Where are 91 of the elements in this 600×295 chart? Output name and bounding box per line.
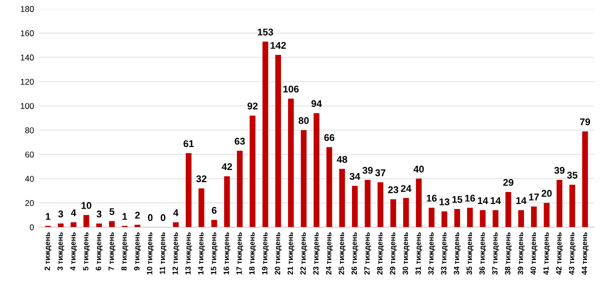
data-label: 5	[109, 208, 114, 215]
bar	[442, 211, 448, 228]
bar	[467, 208, 473, 228]
data-label: 32	[196, 175, 206, 182]
data-label: 34	[350, 172, 360, 180]
bar	[390, 199, 396, 228]
y-tick-label: 20	[25, 200, 34, 206]
data-label: 37	[375, 169, 386, 176]
y-tick-label: 160	[20, 30, 34, 36]
bar	[186, 153, 192, 228]
y-tick-label: 0	[30, 224, 34, 230]
data-label: 16	[465, 194, 476, 202]
data-label: 40	[414, 166, 424, 173]
data-label: 4	[70, 209, 76, 216]
bar	[236, 150, 243, 228]
bar	[416, 178, 422, 228]
data-label: 13	[440, 198, 450, 206]
data-label: 0	[148, 214, 153, 222]
y-tick-label: 180	[20, 6, 34, 12]
data-label: 0	[160, 214, 166, 222]
data-label: 66	[324, 134, 334, 142]
bar	[83, 215, 90, 228]
bar	[300, 130, 307, 228]
data-label: 63	[234, 138, 245, 145]
data-label: 35	[567, 172, 578, 179]
data-label: 16	[426, 194, 437, 202]
bar	[96, 224, 102, 228]
bar	[288, 98, 294, 228]
bar	[314, 113, 320, 228]
data-label: 3	[58, 210, 64, 218]
data-label: 20	[542, 190, 552, 197]
data-label: 1	[122, 213, 128, 220]
bar	[262, 42, 268, 228]
data-label: 10	[82, 202, 92, 209]
data-label: 24	[400, 185, 412, 192]
data-label: 48	[336, 156, 348, 163]
bar	[492, 210, 498, 228]
bar	[339, 168, 345, 228]
bar	[403, 198, 409, 228]
bar	[544, 202, 550, 228]
bar	[352, 186, 358, 228]
data-label: 153	[258, 28, 274, 36]
bar	[224, 176, 230, 228]
bar	[134, 224, 140, 228]
bar	[70, 222, 76, 228]
bar	[428, 208, 434, 228]
data-label: 42	[222, 163, 232, 170]
bar	[58, 224, 64, 228]
bar	[556, 180, 562, 228]
data-label: 1	[46, 213, 50, 220]
data-label: 142	[270, 42, 286, 49]
bar	[198, 188, 204, 228]
data-label: 6	[212, 206, 217, 214]
bar	[454, 208, 460, 228]
data-label: 4	[173, 209, 178, 216]
data-label: 106	[283, 86, 299, 93]
y-tick-label: 80	[25, 127, 34, 134]
data-label: 94	[311, 100, 322, 108]
bar	[505, 192, 512, 228]
data-label: 15	[452, 196, 462, 203]
data-label: 39	[362, 166, 373, 174]
bar	[378, 182, 384, 228]
data-label: 23	[388, 186, 398, 194]
bar	[480, 210, 486, 228]
y-tick-label: 120	[20, 78, 34, 85]
bar	[518, 210, 524, 228]
data-label: 92	[247, 102, 258, 110]
bar	[250, 116, 256, 228]
bar	[531, 206, 537, 228]
bar	[364, 180, 371, 228]
y-tick-label: 140	[20, 54, 34, 60]
data-label: 17	[529, 194, 539, 200]
bar	[326, 147, 332, 228]
data-label: 2	[135, 212, 140, 219]
y-tick-label: 60	[25, 152, 34, 158]
bar	[569, 184, 576, 228]
y-tick-label: 100	[20, 103, 34, 109]
data-label: 61	[184, 140, 194, 148]
data-label: 79	[580, 118, 590, 126]
data-label: 29	[503, 179, 514, 186]
data-label: 14	[516, 197, 526, 204]
bar	[109, 221, 115, 228]
bar	[275, 54, 282, 228]
bar	[211, 220, 218, 228]
bar	[582, 131, 588, 228]
data-label: 3	[96, 210, 102, 218]
data-label: 39	[554, 166, 565, 174]
data-label: 14	[478, 197, 488, 204]
y-tick-label: 40	[25, 176, 34, 182]
data-label: 14	[490, 197, 501, 204]
data-label: 80	[298, 117, 309, 124]
